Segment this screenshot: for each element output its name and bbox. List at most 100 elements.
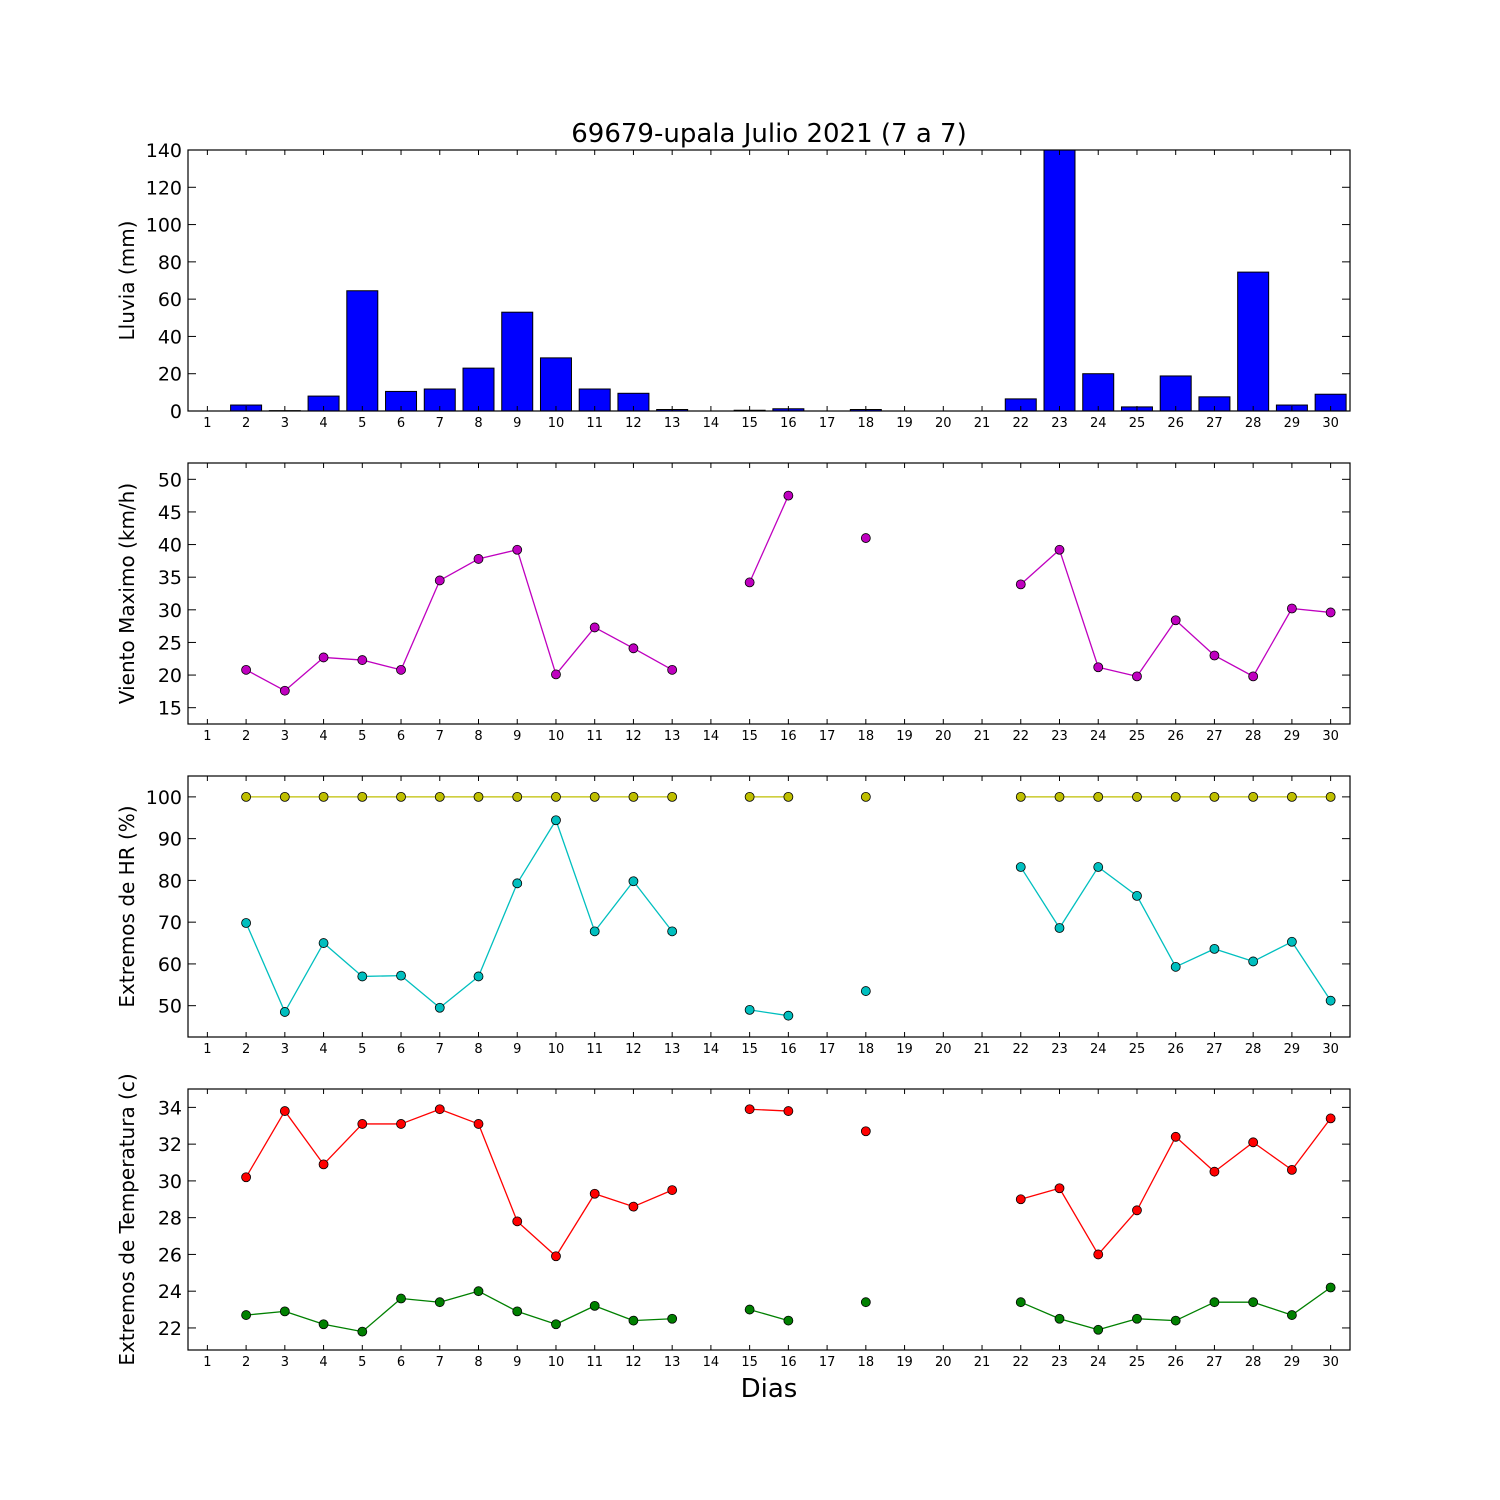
temp-max-point-day-29 <box>1287 1164 1297 1175</box>
x-tick-label: 28 <box>1245 416 1262 431</box>
temp-min-point-day-9 <box>512 1306 523 1317</box>
temp-max-segment <box>439 1108 479 1125</box>
temp-max-point-day-5 <box>357 1119 368 1129</box>
hr-min-point-day-28 <box>1248 956 1259 967</box>
y-axis-label: Extremos de HR (%) <box>115 805 139 1007</box>
x-tick-label: 26 <box>1167 1355 1184 1370</box>
x-tick-label: 13 <box>664 1355 681 1370</box>
temp-max-segment <box>1291 1118 1332 1171</box>
hr-min-segment <box>1136 895 1177 968</box>
panel-frame <box>187 1088 1351 1351</box>
y-tick-label: 0 <box>170 401 182 423</box>
panel-3: 1 2 3 4 5 6 7 8 9 10 11 12 13 14 15 16 17 18 19 20 21 22 23 24 2… <box>115 775 1351 1057</box>
temp-max-point-day-2 <box>241 1172 252 1183</box>
x-tick-label: 23 <box>1051 416 1068 431</box>
bar-day-26 <box>1159 375 1192 411</box>
temp-max-point-day-3 <box>279 1106 290 1116</box>
x-tick-label: 12 <box>625 416 642 431</box>
hr-max-point-day-26 <box>1170 791 1181 802</box>
temp-max-point-day-24 <box>1093 1249 1104 1260</box>
panel-marks <box>230 150 1347 411</box>
temp-max-point-day-23 <box>1054 1183 1065 1194</box>
temp-min-segment <box>323 1323 363 1333</box>
temp-min-segment <box>439 1290 479 1303</box>
panel-frame <box>187 775 1351 1038</box>
x-tick-label: 17 <box>819 1355 836 1370</box>
chart-title: 69679-upala Julio 2021 (7 a 7) <box>571 119 966 149</box>
x-tick-label: 2 <box>242 1355 250 1370</box>
x-tick-label: 5 <box>358 1042 366 1057</box>
hr-min-segment <box>362 974 402 978</box>
wind-segment <box>1291 607 1331 614</box>
temp-min-point-day-16 <box>783 1315 794 1326</box>
temp-min-point-day-30 <box>1325 1282 1336 1293</box>
x-tick-label: 26 <box>1167 416 1184 431</box>
hr-max-point-day-6 <box>396 791 406 802</box>
bar-day-30 <box>1314 393 1347 411</box>
wind-segment <box>245 669 286 692</box>
x-tick-label: 22 <box>1012 1355 1029 1370</box>
hr-min-point-day-23 <box>1054 923 1065 933</box>
x-tick-label: 10 <box>548 729 565 744</box>
temp-min-point-day-25 <box>1132 1313 1142 1324</box>
x-tick-label: 19 <box>896 1042 913 1057</box>
temp-min-segment <box>478 1290 518 1312</box>
temp-max-point-day-28 <box>1248 1137 1259 1148</box>
x-tick-label: 3 <box>281 1042 289 1057</box>
wind-point-day-6 <box>396 664 406 675</box>
temp-min-point-day-6 <box>396 1293 406 1304</box>
x-tick-label: 2 <box>242 729 250 744</box>
temp-max-segment <box>516 1220 557 1257</box>
temp-max-point-day-10 <box>551 1251 561 1262</box>
x-tick-label: 29 <box>1284 416 1301 431</box>
wind-segment <box>594 626 634 649</box>
x-tick-label: 8 <box>474 1355 482 1370</box>
wind-segment <box>284 656 324 692</box>
hr-max-point-day-9 <box>512 791 523 802</box>
temp-max-segment <box>284 1110 325 1165</box>
x-tick-label: 19 <box>896 729 913 744</box>
x-tick-label: 6 <box>397 729 405 744</box>
bar-day-10 <box>539 357 572 411</box>
temp-min-point-day-4 <box>318 1319 329 1330</box>
x-tick-label: 4 <box>319 1355 327 1370</box>
wind-point-day-27 <box>1209 650 1220 661</box>
temp-max-segment <box>749 1108 789 1112</box>
x-tick-label: 3 <box>281 1355 289 1370</box>
x-tick-label: 7 <box>436 416 444 431</box>
hr-min-segment <box>400 975 441 1009</box>
hr-max-point-day-16 <box>783 791 794 802</box>
x-tick-label: 6 <box>397 416 405 431</box>
hr-max-point-day-18 <box>860 791 871 802</box>
hr-min-segment <box>1252 941 1293 962</box>
wind-point-day-3 <box>279 685 290 696</box>
wind-point-day-15 <box>744 577 755 588</box>
hr-min-point-day-30 <box>1325 995 1336 1006</box>
y-tick-label: 32 <box>158 1134 182 1156</box>
x-tick-label: 10 <box>548 1355 565 1370</box>
x-tick-label: 19 <box>896 416 913 431</box>
temp-min-point-day-5 <box>357 1326 368 1337</box>
y-tick-label: 40 <box>158 326 182 348</box>
wind-segment <box>516 549 557 675</box>
x-tick-label: 30 <box>1322 729 1339 744</box>
wind-segment <box>633 647 673 671</box>
temp-max-point-day-26 <box>1170 1131 1181 1142</box>
hr-max-point-day-27 <box>1209 791 1220 802</box>
temp-min-segment <box>1175 1301 1215 1322</box>
temp-min-point-day-10 <box>551 1319 561 1330</box>
x-tick-label: 26 <box>1167 1042 1184 1057</box>
x-tick-label: 15 <box>741 1355 758 1370</box>
temp-min-segment <box>594 1305 634 1322</box>
x-tick-label: 26 <box>1167 729 1184 744</box>
bar-day-7 <box>423 388 456 411</box>
x-tick-label: 11 <box>586 416 603 431</box>
hr-min-point-day-6 <box>396 970 406 981</box>
x-tick-label: 6 <box>397 1042 405 1057</box>
x-tick-label: 16 <box>780 416 797 431</box>
hr-min-segment <box>1214 948 1254 963</box>
y-tick-label: 26 <box>158 1244 182 1266</box>
temp-max-point-day-18 <box>860 1126 871 1137</box>
x-tick-label: 22 <box>1012 729 1029 744</box>
x-tick-label: 28 <box>1245 1042 1262 1057</box>
